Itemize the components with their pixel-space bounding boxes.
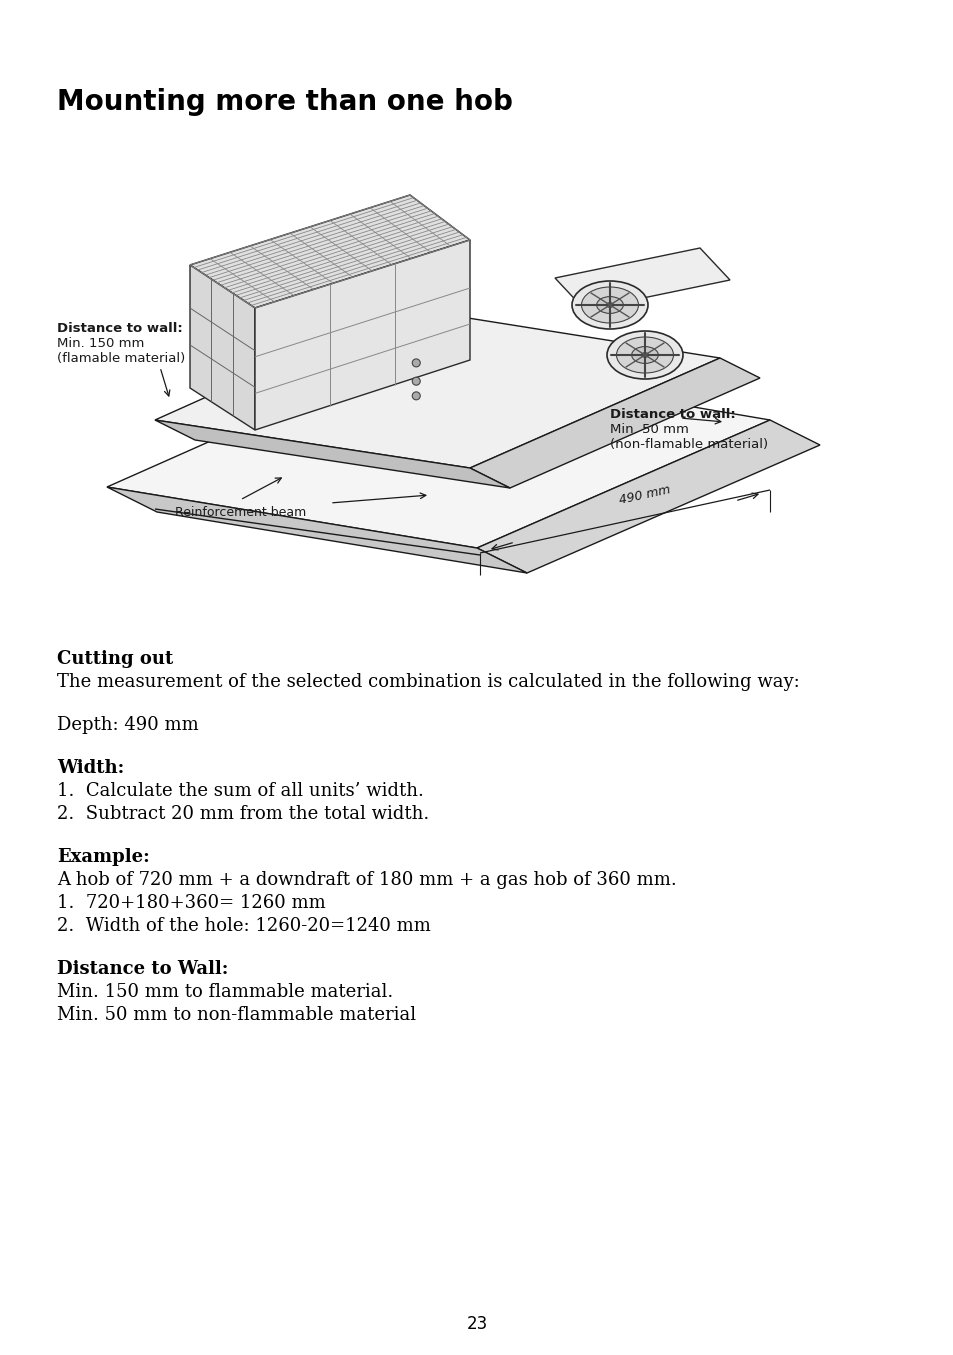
Ellipse shape: [631, 347, 658, 363]
Polygon shape: [470, 358, 760, 488]
Text: Width:: Width:: [57, 759, 124, 776]
Text: (flamable material): (flamable material): [57, 352, 185, 364]
Text: (non-flamable material): (non-flamable material): [609, 438, 767, 451]
Text: The measurement of the selected combination is calculated in the following way:: The measurement of the selected combinat…: [57, 673, 799, 691]
Circle shape: [412, 392, 420, 400]
Polygon shape: [254, 240, 470, 430]
Text: Distance to wall:: Distance to wall:: [609, 408, 735, 421]
Text: 490 mm: 490 mm: [618, 482, 671, 507]
Text: Min. 50 mm to non-flammable material: Min. 50 mm to non-flammable material: [57, 1005, 416, 1024]
Text: Min. 50 mm: Min. 50 mm: [609, 423, 688, 436]
Text: 1.  Calculate the sum of all units’ width.: 1. Calculate the sum of all units’ width…: [57, 782, 423, 799]
Text: 2.  Width of the hole: 1260-20=1240 mm: 2. Width of the hole: 1260-20=1240 mm: [57, 917, 431, 935]
Polygon shape: [190, 195, 470, 308]
Ellipse shape: [606, 331, 682, 379]
Text: Distance to Wall:: Distance to Wall:: [57, 959, 228, 978]
Circle shape: [412, 377, 420, 385]
Text: 23: 23: [466, 1314, 487, 1333]
Text: Depth: 490 mm: Depth: 490 mm: [57, 715, 198, 734]
Text: Cutting out: Cutting out: [57, 650, 173, 668]
Ellipse shape: [581, 287, 638, 322]
Text: Distance to wall:: Distance to wall:: [57, 322, 183, 335]
Polygon shape: [476, 420, 820, 573]
Ellipse shape: [605, 302, 613, 308]
Polygon shape: [107, 486, 526, 573]
Circle shape: [412, 359, 420, 367]
Polygon shape: [555, 248, 729, 310]
Polygon shape: [107, 356, 769, 547]
Ellipse shape: [616, 337, 673, 373]
Text: Min. 150 mm to flammable material.: Min. 150 mm to flammable material.: [57, 982, 393, 1001]
Text: Example:: Example:: [57, 848, 150, 866]
Polygon shape: [190, 266, 254, 430]
Text: Reinforcement beam: Reinforcement beam: [174, 505, 306, 519]
Ellipse shape: [572, 280, 647, 329]
Text: Min. 150 mm: Min. 150 mm: [57, 337, 144, 350]
Ellipse shape: [640, 352, 648, 358]
Text: A hob of 720 mm + a downdraft of 180 mm + a gas hob of 360 mm.: A hob of 720 mm + a downdraft of 180 mm …: [57, 871, 676, 889]
Polygon shape: [154, 308, 720, 467]
Text: 1.  720+180+360= 1260 mm: 1. 720+180+360= 1260 mm: [57, 894, 325, 912]
Text: 2.  Subtract 20 mm from the total width.: 2. Subtract 20 mm from the total width.: [57, 805, 429, 822]
Ellipse shape: [596, 297, 622, 313]
Text: Mounting more than one hob: Mounting more than one hob: [57, 88, 513, 117]
Polygon shape: [154, 420, 510, 488]
